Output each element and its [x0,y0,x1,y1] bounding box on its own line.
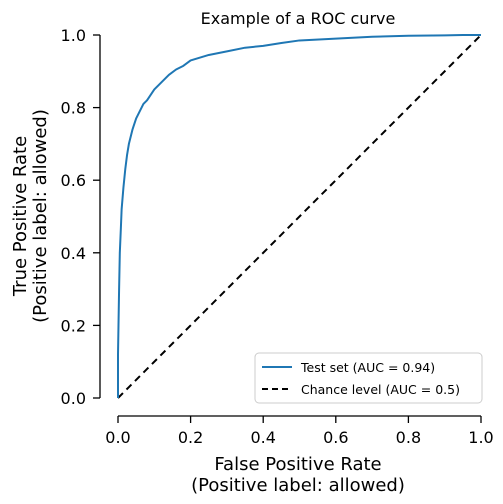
x-axis-label-line1: False Positive Rate [214,454,381,475]
legend-box [254,352,483,404]
legend: Test set (AUC = 0.94) Chance level (AUC … [254,352,483,404]
x-tick-label: 0.0 [105,428,130,447]
x-tick-label: 1.0 [468,428,493,447]
y-tick-label: 0.4 [61,244,86,263]
x-tick-label: 0.4 [250,428,275,447]
y-axis-label: True Positive Rate (Positive label: allo… [10,109,51,323]
y-axis-ticks: 0.0 0.2 0.4 0.6 0.8 1.0 [61,26,100,408]
x-tick-label: 0.2 [178,428,203,447]
x-axis-label-line2: (Positive label: allowed) [191,475,405,496]
series-line-chance-level [117,34,482,399]
y-tick-label: 0.6 [61,171,86,190]
plot-area [117,34,482,399]
legend-label-chance-level: Chance level (AUC = 0.5) [301,382,460,397]
x-tick-label: 0.8 [396,428,421,447]
y-axis-label-line2: (Positive label: allowed) [30,109,51,323]
x-axis-ticks: 0.0 0.2 0.4 0.6 0.8 1.0 [105,416,494,447]
y-tick-label: 1.0 [61,26,86,45]
y-tick-label: 0.2 [61,316,86,335]
y-tick-label: 0.0 [61,389,86,408]
chart-title: Example of a ROC curve [201,9,396,28]
x-tick-label: 0.6 [323,428,348,447]
legend-label-test-set: Test set (AUC = 0.94) [300,360,435,375]
y-tick-label: 0.8 [61,99,86,118]
series-line-test-set [117,34,481,398]
y-axis-label-line1: True Positive Rate [10,136,31,297]
